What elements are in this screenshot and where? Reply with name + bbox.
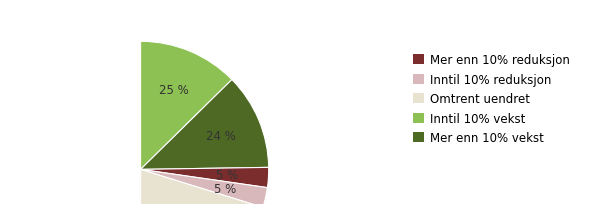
Wedge shape xyxy=(141,42,232,170)
Wedge shape xyxy=(141,170,267,204)
Text: 5 %: 5 % xyxy=(216,169,239,182)
Text: 5 %: 5 % xyxy=(214,182,237,195)
Wedge shape xyxy=(141,80,269,170)
Wedge shape xyxy=(141,170,263,204)
Wedge shape xyxy=(13,42,141,204)
Text: 25 %: 25 % xyxy=(160,83,189,96)
Text: 24 %: 24 % xyxy=(206,130,236,143)
Legend: Mer enn 10% reduksjon, Inntil 10% reduksjon, Omtrent uendret, Inntil 10% vekst, : Mer enn 10% reduksjon, Inntil 10% reduks… xyxy=(413,54,569,144)
Wedge shape xyxy=(141,167,269,188)
